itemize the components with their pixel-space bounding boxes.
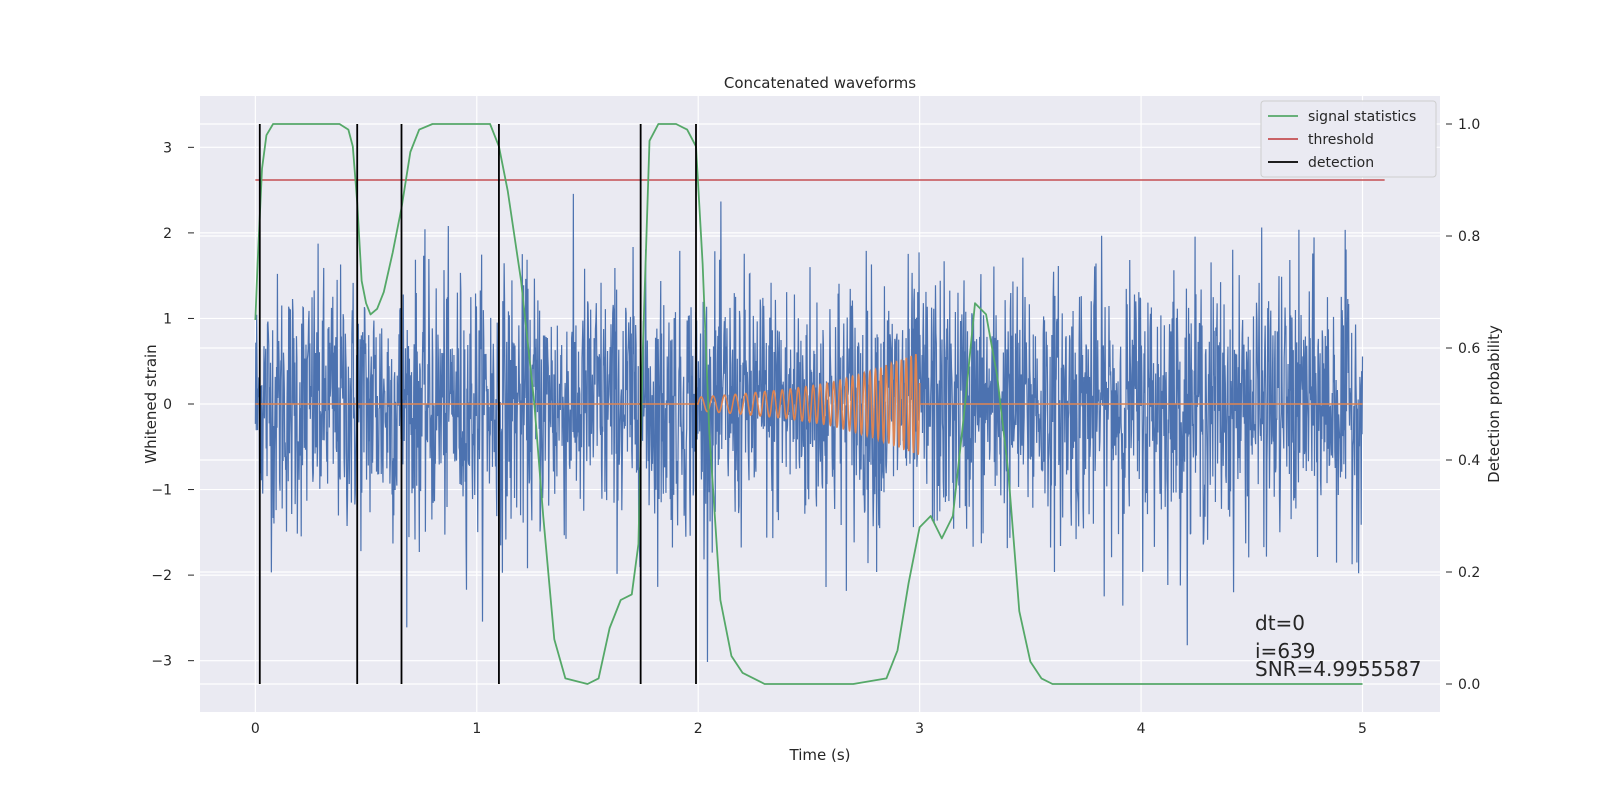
x-tick-label: 5 xyxy=(1358,721,1367,737)
y2-tick-label: 1.0 xyxy=(1458,117,1480,133)
x-tick-label: 3 xyxy=(915,721,924,737)
annotation-snr: SNR=4.9955587 xyxy=(1255,657,1421,681)
waveform-line xyxy=(255,354,1363,455)
y2-axis-label: Detection probability xyxy=(1485,325,1503,483)
y2-tick-label: 0.4 xyxy=(1458,453,1480,469)
y-tick-label: 1 xyxy=(163,311,172,327)
probability-overlay xyxy=(254,123,1385,685)
y2-tick-label: 0.2 xyxy=(1458,565,1480,581)
tick-labels: 0 1 2 3 4 5 3 2 1 0 −1 −2 −3 1.0 0.8 0.6 0.4 0.2 0.0 xyxy=(151,117,1480,737)
y-tick-label: −1 xyxy=(151,483,172,499)
y2-tick-label: 0.8 xyxy=(1458,229,1480,245)
signal-statistics-line xyxy=(254,123,1363,685)
annotation-i: i=639 xyxy=(1255,639,1316,663)
x-tick-label: 2 xyxy=(694,721,703,737)
noise-line xyxy=(254,193,1364,663)
legend-box xyxy=(1260,100,1437,178)
x-axis-label: Time (s) xyxy=(789,746,851,764)
x-tick-label: 4 xyxy=(1137,721,1146,737)
x-tick-label: 0 xyxy=(251,721,260,737)
y-tick-label: −3 xyxy=(151,654,172,670)
chart-title: Concatenated waveforms xyxy=(724,74,916,92)
noise-series xyxy=(254,193,1364,663)
y2-tick-label: 0.6 xyxy=(1458,341,1480,357)
x-tick-label: 1 xyxy=(472,721,481,737)
y-tick-label: −2 xyxy=(151,568,172,584)
waveform-series xyxy=(255,354,1363,455)
y-axis-label: Whitened strain xyxy=(142,344,160,463)
y-tick-label: 0 xyxy=(163,397,172,413)
y2-tick-label: 0.0 xyxy=(1458,677,1480,693)
legend-label-signal-statistics: signal statistics xyxy=(1308,109,1416,125)
legend-label-detection: detection xyxy=(1308,155,1374,171)
annotation-dt: dt=0 xyxy=(1255,611,1305,635)
legend: signal statistics threshold detection xyxy=(1260,100,1437,178)
legend-label-threshold: threshold xyxy=(1308,132,1374,148)
y-tick-label: 3 xyxy=(163,140,172,156)
y-tick-label: 2 xyxy=(163,226,172,242)
